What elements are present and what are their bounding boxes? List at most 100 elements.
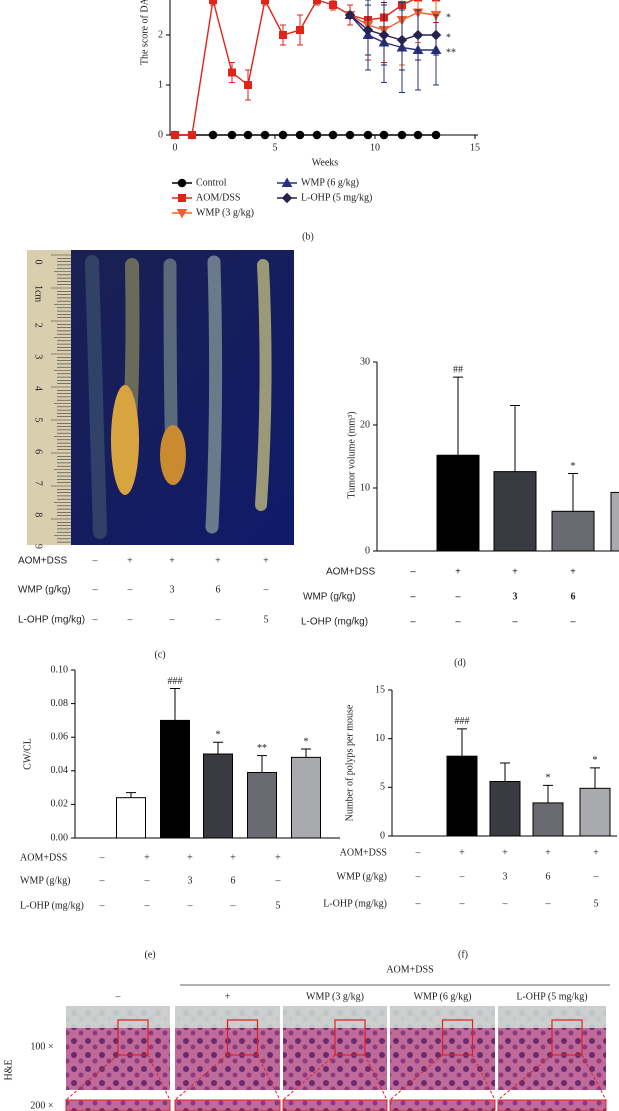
point — [279, 31, 287, 39]
point — [329, 1, 337, 9]
row-label: 200 × — [30, 1100, 53, 1111]
point — [344, 9, 356, 21]
table-cell: – — [459, 898, 466, 909]
point — [227, 130, 237, 140]
table-cell: 3 — [513, 591, 518, 602]
bar — [532, 802, 564, 837]
point — [171, 131, 179, 139]
table-cell: 6 — [571, 591, 576, 602]
y-tick-label: 15 — [375, 684, 385, 695]
bar — [436, 454, 480, 552]
table-row-label: WMP (g/kg) — [18, 585, 71, 596]
table-cell: 5 — [264, 614, 269, 625]
panel-label: (f) — [458, 949, 468, 960]
point — [431, 130, 441, 140]
table-cell: – — [410, 591, 417, 602]
x-tick-label: 5 — [273, 142, 278, 153]
y-axis-label: CW/CL — [22, 738, 33, 770]
y-tick-label: 0.10 — [51, 664, 69, 675]
point — [208, 130, 218, 140]
error-bar — [500, 762, 510, 782]
table-cell: – — [455, 591, 462, 602]
legend-marker — [281, 192, 293, 204]
zoom-box — [551, 1019, 583, 1056]
legend-marker — [176, 209, 188, 219]
table-cell: 5 — [276, 900, 281, 911]
table-cell: – — [99, 900, 106, 911]
point — [396, 34, 408, 46]
significance: * — [216, 730, 221, 741]
significance: ### — [168, 676, 183, 687]
significance: * — [304, 736, 309, 747]
table-cell: – — [169, 614, 176, 625]
bar — [160, 719, 190, 839]
table-cell: – — [410, 616, 417, 627]
point — [363, 130, 373, 140]
legend-label: WMP (6 g/kg) — [301, 177, 359, 188]
table-row-label: AOM+DSS — [326, 567, 376, 578]
table-cell: – — [415, 871, 422, 882]
table-cell: 5 — [594, 898, 599, 909]
column-label: WMP (3 g/kg) — [306, 991, 364, 1002]
table-cell: + — [512, 566, 518, 577]
y-tick-label: 0 — [158, 129, 163, 140]
legend-marker — [281, 177, 293, 187]
point — [430, 29, 442, 41]
error-bar — [213, 741, 223, 754]
table-cell: – — [144, 875, 151, 886]
significance: * — [446, 12, 451, 23]
table-row-label: AOM+DSS — [20, 852, 67, 863]
y-tick-label: 0.02 — [51, 799, 69, 810]
table-cell: – — [415, 898, 422, 909]
column-label: + — [225, 991, 231, 1002]
table-row-label: WMP (g/kg) — [337, 871, 387, 882]
table-cell: 6 — [231, 875, 236, 886]
significance: * — [546, 773, 551, 784]
table-cell: + — [169, 555, 175, 566]
table-row-label: L-OHP (mg/kg) — [301, 617, 368, 628]
stain-label: H&E — [3, 1059, 14, 1080]
table-cell: + — [502, 847, 508, 858]
zoom-box — [441, 1019, 474, 1056]
column-label: – — [115, 991, 122, 1002]
point — [209, 0, 217, 4]
legend-label: Control — [196, 177, 227, 188]
y-tick-label: 0.06 — [51, 731, 69, 742]
y-tick-label: 5 — [380, 782, 385, 793]
zoom-box — [117, 1019, 149, 1056]
micrograph-bg — [66, 1006, 170, 1028]
table-cell: – — [570, 616, 577, 627]
table-cell: – — [512, 616, 519, 627]
table-cell: – — [410, 566, 417, 577]
table-cell: + — [187, 852, 193, 863]
table-row-label: L-OHP (mg/kg) — [323, 898, 387, 909]
point — [413, 130, 423, 140]
ruler-label: 3 — [33, 354, 44, 359]
row-label: 100 × — [30, 1041, 53, 1052]
table-row-label: L-OHP (mg/kg) — [18, 615, 85, 626]
table-cell: – — [593, 871, 600, 882]
table-cell: + — [215, 555, 221, 566]
table-cell: – — [263, 584, 270, 595]
legend-label: AOM/DSS — [196, 192, 240, 203]
table-cell: + — [455, 566, 461, 577]
micrograph — [497, 1099, 607, 1111]
error-bar — [510, 404, 520, 472]
y-tick-label: 0.04 — [51, 765, 69, 776]
bar — [551, 510, 595, 552]
column-label: L-OHP (5 mg/kg) — [516, 991, 587, 1002]
ruler-label: 4 — [33, 386, 44, 391]
panel-label: (e) — [144, 949, 155, 960]
point — [378, 29, 390, 41]
ruler-label: 2 — [33, 323, 44, 328]
y-tick-label: 1 — [158, 79, 163, 90]
error-bar — [170, 687, 180, 721]
panel-label: (b) — [302, 231, 314, 242]
table-cell: – — [230, 900, 237, 911]
error-bar — [126, 792, 136, 798]
significance: * — [571, 461, 576, 472]
point — [188, 131, 196, 139]
table-cell: + — [127, 555, 133, 566]
table-cell: – — [99, 852, 106, 863]
table-cell: – — [92, 614, 99, 625]
